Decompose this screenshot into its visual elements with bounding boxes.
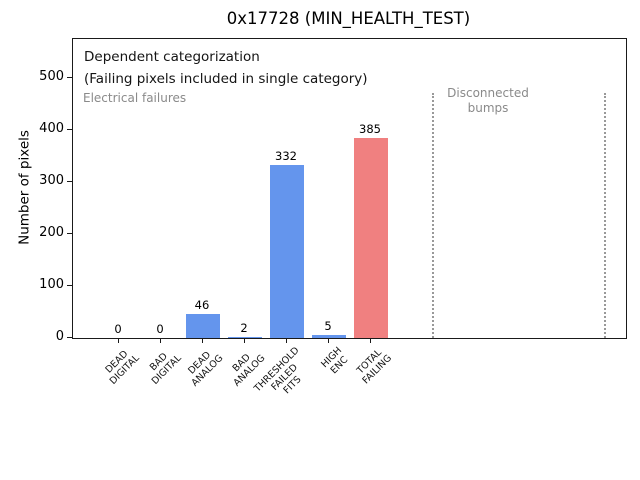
y-tick-mark-300 <box>67 181 72 182</box>
bar-value-label-threshold-failed-fits: 332 <box>275 149 297 163</box>
x-tick-label-bad-digital: BAD DIGITAL <box>147 350 184 387</box>
divider-line-right <box>604 93 606 338</box>
bar-high-enc <box>312 335 346 338</box>
annotation-dependent-categorization-line1: Dependent categorization <box>84 49 260 65</box>
bar-value-label-high-enc: 5 <box>324 319 332 333</box>
y-tick-label-300: 300 <box>39 173 64 188</box>
annotation-electrical-failures: Electrical failures <box>83 91 187 105</box>
x-tick-mark-high-enc <box>328 338 329 343</box>
y-tick-mark-0 <box>67 337 72 338</box>
plot-area: Dependent categorization (Failing pixels… <box>72 38 627 339</box>
y-tick-label-400: 400 <box>39 121 64 136</box>
chart-title: 0x17728 (MIN_HEALTH_TEST) <box>226 9 471 28</box>
annotation-disconnected-line2: bumps <box>467 100 509 115</box>
y-tick-label-500: 500 <box>39 69 64 84</box>
bar-value-label-dead-digital: 0 <box>114 322 122 336</box>
bar-value-label-bad-digital: 0 <box>156 322 164 336</box>
bar-value-label-dead-analog: 46 <box>194 298 210 312</box>
bar-dead-analog <box>186 314 220 338</box>
x-tick-label-dead-analog: DEAD ANALOG <box>186 349 226 389</box>
x-tick-label-total-failing: TOTAL FAILING <box>354 347 394 387</box>
x-tick-label-dead-digital: DEAD DIGITAL <box>103 348 142 387</box>
y-tick-mark-100 <box>67 285 72 286</box>
x-tick-mark-dead-analog <box>202 338 203 343</box>
y-tick-mark-200 <box>67 233 72 234</box>
x-tick-mark-dead-digital <box>118 338 119 343</box>
y-tick-label-200: 200 <box>39 225 64 240</box>
annotation-disconnected-line1: Disconnected <box>447 86 529 100</box>
y-tick-mark-400 <box>67 129 72 130</box>
x-tick-mark-bad-analog <box>244 338 245 343</box>
bar-value-label-bad-analog: 2 <box>240 321 248 335</box>
x-tick-mark-total-failing <box>370 338 371 343</box>
y-tick-mark-500 <box>67 77 72 78</box>
divider-line-left <box>432 93 434 338</box>
bar-threshold-failed-fits <box>270 165 304 338</box>
y-tick-label-0: 0 <box>55 329 64 344</box>
annotation-dependent-categorization-line2: (Failing pixels included in single categ… <box>84 71 368 87</box>
x-tick-label-high-enc: HIGH ENC <box>318 345 350 377</box>
y-tick-label-100: 100 <box>39 277 64 292</box>
bar-total-failing <box>354 138 388 338</box>
x-tick-mark-threshold-failed-fits <box>286 338 287 343</box>
annotation-disconnected-bumps: Disconnected bumps <box>428 86 548 115</box>
x-tick-mark-bad-digital <box>160 338 161 343</box>
bar-bad-analog <box>228 337 262 338</box>
bar-value-label-total-failing: 385 <box>359 122 381 136</box>
